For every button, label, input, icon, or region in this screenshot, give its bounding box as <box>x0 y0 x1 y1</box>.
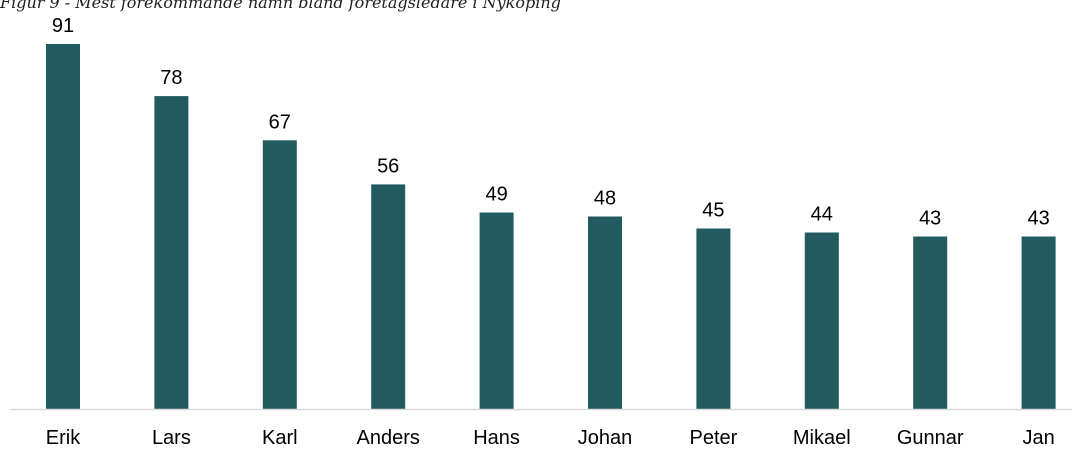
value-label-mikael: 44 <box>811 204 833 226</box>
bar-karl <box>262 140 297 410</box>
value-label-erik: 91 <box>52 15 74 37</box>
bar-johan <box>588 216 622 409</box>
bar-peter <box>696 228 731 409</box>
x-tick-label-anders: Anders <box>357 427 420 449</box>
chart-title: Figur 9 - Mest förekommande namn bland f… <box>0 0 561 12</box>
x-tick-labels-group: Erik Lars Karl Anders Hans Johan Peter Mikael Gu… <box>46 427 1055 449</box>
x-tick-label-mikael: Mikael <box>793 427 851 449</box>
x-tick-label-gunnar: Gunnar <box>897 427 964 449</box>
value-label-lars: 78 <box>160 67 182 89</box>
x-tick-label-erik: Erik <box>46 427 81 449</box>
x-tick-label-peter: Peter <box>689 427 737 449</box>
bar-jan <box>1021 236 1056 409</box>
x-tick-label-lars: Lars <box>152 427 191 449</box>
value-label-gunnar: 43 <box>919 208 941 230</box>
bar-lars <box>154 96 189 409</box>
x-tick-label-karl: Karl <box>262 427 298 449</box>
x-tick-label-hans: Hans <box>473 427 520 449</box>
x-tick-label-jan: Jan <box>1022 427 1054 449</box>
bar-hans <box>479 212 514 409</box>
bars-group <box>46 44 1056 410</box>
value-label-peter: 45 <box>702 200 724 222</box>
value-label-johan: 48 <box>594 188 616 210</box>
bar-erik <box>46 44 80 409</box>
value-label-hans: 49 <box>485 184 507 206</box>
value-label-anders: 56 <box>377 155 399 177</box>
value-labels-group: 91 78 67 56 49 48 45 44 43 43 <box>52 15 1050 230</box>
value-label-karl: 67 <box>269 111 291 133</box>
bar-gunnar <box>913 236 948 409</box>
x-tick-label-johan: Johan <box>578 427 633 449</box>
bar-anders <box>371 184 406 409</box>
value-label-jan: 43 <box>1027 208 1049 230</box>
bar-mikael <box>804 232 839 409</box>
